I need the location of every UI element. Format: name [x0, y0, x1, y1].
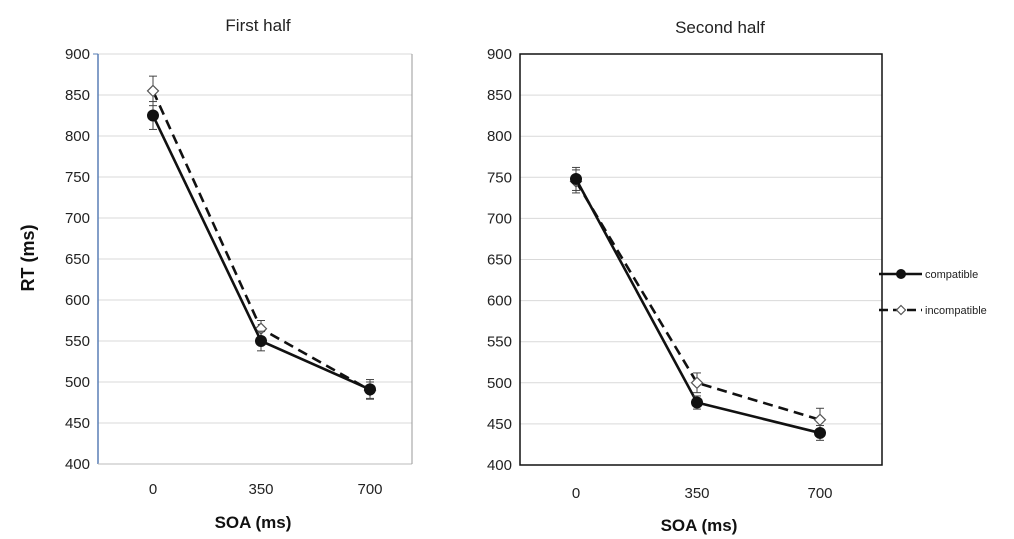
panel-first-half: 400 450 500 550 600 650 700 750 800 850 900 0 350 700… [18, 16, 412, 532]
y-tick-label: 450 [65, 415, 90, 432]
y-tick-label: 500 [487, 375, 512, 392]
data-point [570, 173, 582, 185]
y-tick-label: 600 [65, 292, 90, 309]
y-tick-label: 900 [65, 46, 90, 63]
x-tick-label: 700 [807, 485, 832, 502]
y-tick-label: 650 [65, 251, 90, 268]
x-tick-label: 350 [248, 481, 273, 498]
x-tick-label: 350 [684, 485, 709, 502]
y-tick-label: 850 [487, 87, 512, 104]
y-tick-label: 700 [487, 210, 512, 227]
legend-marker [897, 306, 906, 315]
data-point [814, 427, 826, 439]
y-tick-label: 600 [487, 293, 512, 310]
y-tick-label: 550 [487, 334, 512, 351]
y-tick-label: 700 [65, 210, 90, 227]
y-tick-label: 850 [65, 87, 90, 104]
x-tick-label: 0 [149, 481, 157, 498]
panel-title: First half [225, 16, 290, 35]
y-tick-label: 550 [65, 333, 90, 350]
y-tick-label: 900 [487, 46, 512, 63]
data-point [364, 383, 376, 395]
data-point [691, 397, 703, 409]
x-tick-label: 700 [357, 481, 382, 498]
series-line-compatible [576, 179, 820, 433]
y-tick-label: 500 [65, 374, 90, 391]
legend-marker [896, 269, 906, 279]
legend-label: compatible [925, 269, 978, 281]
panel-second-half: 400 450 500 550 600 650 700 750 800 850 900 0 350 700… [487, 18, 882, 535]
series-compatible [570, 167, 826, 440]
y-tick-label: 800 [487, 128, 512, 145]
y-tick-label: 400 [65, 456, 90, 473]
y-tick-label: 450 [487, 416, 512, 433]
x-axis-title: SOA (ms) [661, 516, 738, 535]
y-tick-label: 650 [487, 252, 512, 269]
legend: compatible incompatible [879, 269, 987, 317]
y-tick-label: 800 [65, 128, 90, 145]
data-point [692, 377, 703, 388]
y-tick-label: 400 [487, 457, 512, 474]
data-point [147, 110, 159, 122]
y-tick-label: 750 [65, 169, 90, 186]
legend-item-compatible: compatible [879, 269, 978, 281]
legend-item-incompatible: incompatible [879, 305, 987, 317]
x-axis-title: SOA (ms) [215, 513, 292, 532]
y-tick-label: 750 [487, 169, 512, 186]
series-compatible [147, 102, 376, 400]
legend-label: incompatible [925, 305, 987, 317]
panel-title: Second half [675, 18, 765, 37]
x-tick-label: 0 [572, 485, 580, 502]
data-point [255, 335, 267, 347]
y-axis-title: RT (ms) [18, 224, 38, 291]
